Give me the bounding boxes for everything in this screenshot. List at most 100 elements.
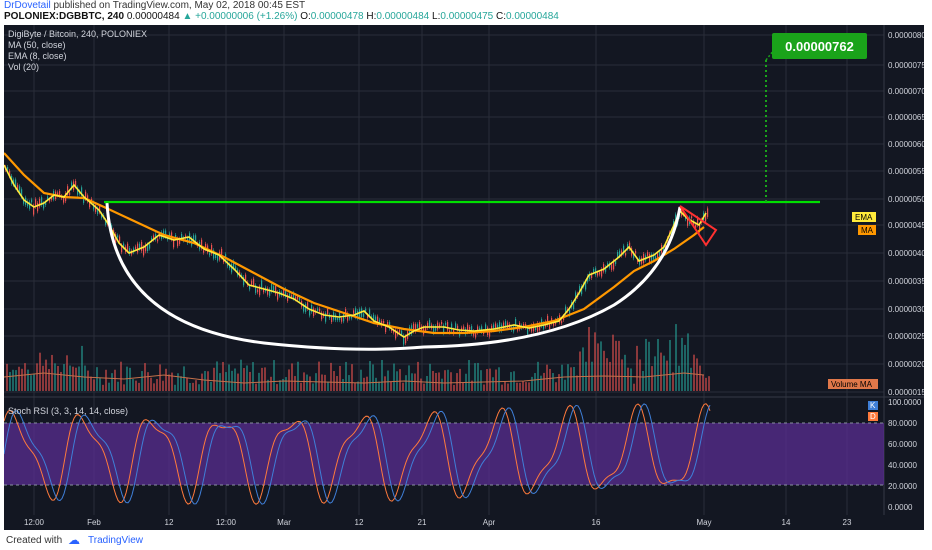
time-tick: 21	[418, 518, 427, 527]
candle-body	[229, 264, 231, 269]
volume-bar	[624, 354, 626, 391]
time-tick: 12	[165, 518, 174, 527]
candle-body	[255, 285, 257, 293]
volume-bar	[360, 369, 362, 391]
candle-body	[143, 247, 145, 256]
target-callout[interactable]	[772, 33, 867, 59]
candle-body	[263, 289, 265, 293]
volume-bar	[672, 372, 674, 391]
volume-ma-badge	[828, 379, 878, 389]
candle-body	[209, 252, 211, 256]
candle-body	[693, 221, 695, 226]
tradingview-link[interactable]: TradingView	[88, 535, 144, 546]
candle-body	[327, 308, 329, 315]
candle-body	[463, 326, 465, 330]
volume-bar	[555, 382, 557, 391]
volume-bar	[375, 377, 377, 391]
volume-bar	[141, 371, 143, 391]
volume-bar	[78, 366, 80, 391]
candle-body	[273, 286, 275, 291]
rsi-axis[interactable]: 100.0000 80.0000 60.0000 40.0000 20.0000…	[888, 398, 922, 512]
candle-body	[269, 289, 271, 296]
author-link[interactable]: DrDovetail	[4, 0, 51, 11]
volume-bar	[96, 367, 98, 391]
footer: Created with ☁ TradingView	[0, 530, 932, 550]
candle-body	[365, 308, 367, 312]
legend-ma[interactable]: MA (50, close)	[8, 40, 66, 50]
d-badge	[868, 412, 878, 421]
candle-body	[43, 203, 45, 209]
candle-body	[205, 243, 207, 250]
candle-body	[585, 281, 587, 290]
volume-bar	[264, 367, 266, 391]
volume-bar	[501, 384, 503, 391]
volume-bar	[420, 378, 422, 391]
volume-bar	[102, 384, 104, 391]
volume-bar	[12, 369, 14, 391]
volume-bar	[339, 365, 341, 391]
volume-bar	[63, 364, 65, 391]
volume-bar	[666, 360, 668, 391]
candle-body	[253, 278, 255, 286]
stoch-rsi-title[interactable]: Stoch RSI (3, 3, 14, 14, close)	[8, 406, 129, 416]
candle-body	[387, 322, 389, 326]
volume-bar	[318, 361, 320, 391]
volume-bar	[459, 368, 461, 391]
candle-body	[469, 326, 471, 333]
volume-bar	[192, 382, 194, 391]
publish-text: published on TradingView.com, May 02, 20…	[50, 0, 306, 11]
candle-body	[343, 313, 345, 322]
candle-body	[27, 201, 29, 207]
volume-bar	[210, 381, 212, 391]
candle-body	[83, 196, 85, 203]
candle-body	[331, 316, 333, 323]
candle-body	[245, 274, 247, 280]
volume-bar	[159, 364, 161, 391]
volume-bar	[522, 381, 524, 391]
candle-body	[173, 239, 175, 248]
volume-bar	[24, 363, 26, 391]
legend-ema[interactable]: EMA (8, close)	[8, 51, 67, 61]
volume-bar	[243, 368, 245, 391]
candle-body	[353, 310, 355, 314]
time-axis[interactable]: 12:00 Feb 12 12:00 Mar 12 21 Apr 16 May …	[24, 518, 852, 527]
volume-bar	[165, 368, 167, 391]
volume-bar	[363, 377, 365, 391]
rsi-tick: 60.0000	[888, 440, 917, 449]
volume-bar	[234, 368, 236, 391]
volume-bar	[471, 380, 473, 391]
volume-bar	[18, 366, 20, 391]
volume-bar	[105, 369, 107, 391]
volume-bar	[447, 369, 449, 391]
open-value: 0.00000478	[310, 11, 364, 22]
candle-body	[375, 316, 377, 321]
volume-bar	[540, 375, 542, 391]
candle-body	[325, 313, 327, 322]
candle-body	[105, 219, 107, 225]
candle-body	[395, 329, 397, 339]
volume-bar	[36, 363, 38, 391]
candle-body	[419, 321, 421, 329]
candle-body	[549, 323, 551, 330]
change-arrow-icon: ▲	[182, 11, 193, 22]
volume-bar	[321, 374, 323, 391]
candle-body	[259, 286, 261, 296]
symbol-label[interactable]: POLONIEX:DGBBTC, 240	[4, 11, 125, 22]
chart-title[interactable]: DigiByte / Bitcoin, 240, POLONIEX	[8, 29, 148, 39]
volume-bar	[156, 379, 158, 391]
volume-bar	[249, 371, 251, 391]
volume-bar	[261, 367, 263, 391]
candle-body	[495, 323, 497, 329]
volume-bar	[129, 367, 131, 391]
legend-vol[interactable]: Vol (20)	[8, 62, 40, 72]
candle-body	[581, 286, 583, 295]
handle-wedge[interactable]	[679, 205, 718, 247]
candle-body	[71, 182, 73, 189]
